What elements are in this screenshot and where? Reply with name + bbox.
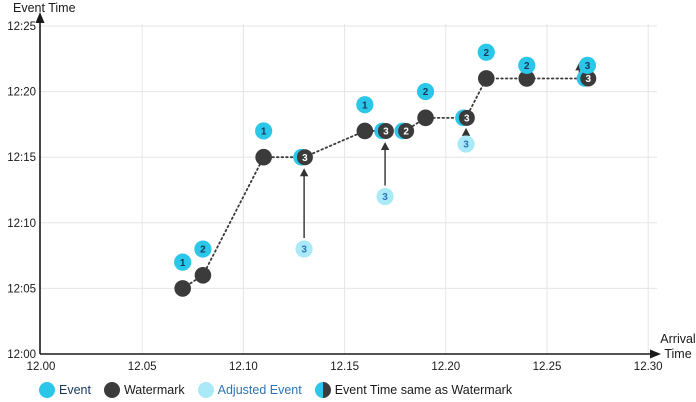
adjusted-event-marker bbox=[295, 240, 313, 258]
same-as-watermark-number: 3 bbox=[302, 153, 308, 164]
x-tick-label: 12.25 bbox=[533, 361, 562, 373]
x-axis-title-line2: Time bbox=[664, 347, 692, 361]
same-as-watermark-number: 3 bbox=[464, 113, 470, 124]
legend-item-event: Event bbox=[39, 382, 91, 398]
same-as-watermark-marker bbox=[580, 70, 597, 87]
x-tick-label: 12.30 bbox=[634, 361, 663, 373]
chart-plot-area: 12:00 12:05 12:10 12:15 12:20 12:25 12.00 12.05… bbox=[7, 12, 663, 373]
event-marker bbox=[356, 96, 374, 114]
same-as-watermark-number: 3 bbox=[383, 127, 389, 138]
event-marker bbox=[255, 122, 273, 140]
event-number: 3 bbox=[585, 61, 591, 72]
x-axis-arrowhead bbox=[650, 349, 661, 359]
same-as-watermark-marker bbox=[458, 109, 475, 126]
adjustment-arrow-head bbox=[380, 141, 390, 150]
event-number: 2 bbox=[483, 48, 489, 59]
x-axis-title: Arrival Time bbox=[660, 332, 696, 362]
adjusted-event-marker bbox=[457, 135, 475, 153]
event-number: 1 bbox=[261, 127, 267, 138]
event-number: 2 bbox=[200, 245, 206, 256]
event-number: 1 bbox=[180, 258, 186, 269]
legend-label-event: Event bbox=[59, 383, 91, 397]
legend-item-watermark: Watermark bbox=[103, 382, 185, 398]
event-marker bbox=[518, 56, 536, 74]
legend: Event Watermark Adjusted Event Event Tim… bbox=[39, 380, 512, 400]
watermark-marker bbox=[174, 280, 191, 297]
event-marker bbox=[416, 83, 435, 101]
adjustment-arrow-head bbox=[299, 168, 309, 177]
y-axis-arrowhead bbox=[35, 12, 45, 23]
watermark-marker bbox=[518, 70, 536, 87]
watermark-marker bbox=[194, 266, 212, 284]
event-number: 1 bbox=[362, 100, 368, 111]
x-tick-label: 12.20 bbox=[431, 361, 460, 373]
y-tick-label: 12:05 bbox=[7, 283, 36, 295]
x-tick-label: 12.10 bbox=[229, 361, 258, 373]
same-as-watermark-number: 3 bbox=[585, 74, 591, 85]
adjusted-event-number: 3 bbox=[301, 245, 307, 256]
x-tick-label: 12.05 bbox=[128, 361, 157, 373]
y-axis-title: Event Time bbox=[13, 1, 76, 15]
y-tick-label: 12:25 bbox=[7, 21, 36, 33]
same-as-watermark-marker bbox=[398, 122, 415, 139]
same-as-watermark-marker-icon bbox=[314, 382, 331, 398]
event-number: 2 bbox=[423, 87, 429, 98]
event-marker bbox=[578, 56, 597, 74]
x-tick-label: 12.15 bbox=[330, 361, 359, 373]
legend-label-same-as-watermark: Event Time same as Watermark bbox=[334, 383, 513, 397]
x-axis-title-line1: Arrival bbox=[660, 332, 696, 346]
same-as-watermark-number: 2 bbox=[403, 127, 409, 138]
legend-label-adjusted-event: Adjusted Event bbox=[217, 383, 302, 397]
legend-label-watermark: Watermark bbox=[123, 383, 185, 397]
event-marker bbox=[174, 253, 192, 271]
y-tick-label: 12:20 bbox=[7, 87, 36, 99]
watermark-marker bbox=[356, 122, 374, 140]
adjusted-event-marker-icon bbox=[197, 382, 214, 398]
same-as-watermark-marker bbox=[377, 122, 394, 139]
adjusted-event-number: 3 bbox=[382, 192, 388, 203]
same-as-watermark-marker bbox=[296, 149, 313, 166]
event-marker-icon bbox=[39, 382, 55, 398]
y-tick-label: 12:00 bbox=[7, 349, 36, 361]
event-marker bbox=[194, 240, 212, 258]
y-tick-label: 12:15 bbox=[7, 152, 36, 164]
adjustment-arrow-head bbox=[461, 127, 471, 136]
watermark-marker bbox=[417, 109, 434, 127]
event-number: 2 bbox=[524, 61, 530, 72]
event-marker bbox=[477, 43, 495, 61]
adjusted-event-marker bbox=[376, 187, 394, 206]
legend-item-adjusted-event: Adjusted Event bbox=[197, 382, 302, 398]
y-tick-label: 12:10 bbox=[7, 218, 36, 230]
watermark-marker bbox=[255, 148, 272, 166]
watermark-marker-icon bbox=[103, 382, 120, 398]
x-tick-label: 12.00 bbox=[27, 361, 56, 373]
legend-item-same-as-watermark: Event Time same as Watermark bbox=[314, 382, 513, 398]
adjusted-event-number: 3 bbox=[463, 140, 469, 151]
watermark-marker bbox=[477, 70, 495, 87]
